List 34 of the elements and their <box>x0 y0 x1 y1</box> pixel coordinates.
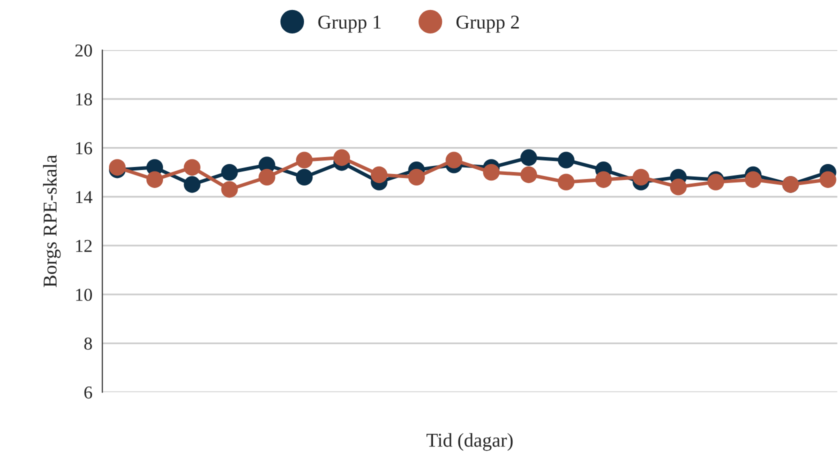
y-tick-label: 20 <box>75 44 92 57</box>
y-axis-title: Borgs RPE-skala <box>43 154 61 288</box>
point <box>558 174 574 190</box>
point <box>595 171 612 188</box>
point <box>446 152 462 168</box>
x-axis-title: Tid (dagar) <box>426 433 513 451</box>
y-tick-label: 6 <box>84 386 92 399</box>
point <box>221 164 238 181</box>
point <box>146 171 164 188</box>
point <box>520 166 538 184</box>
point <box>258 168 276 186</box>
point <box>408 168 425 186</box>
point <box>483 164 500 181</box>
point <box>670 178 687 196</box>
point <box>184 159 200 176</box>
y-tick-label: 16 <box>76 142 92 154</box>
y-tick-label: 8 <box>84 338 92 350</box>
point <box>333 149 350 166</box>
legend-label: Grupp 2 <box>456 16 519 33</box>
point <box>184 176 200 193</box>
point <box>520 149 538 166</box>
y-tick-label: 18 <box>76 93 92 106</box>
y-tick-label: 10 <box>76 288 92 301</box>
point <box>744 171 762 188</box>
point <box>296 152 313 168</box>
y-tick-label: 12 <box>76 240 92 252</box>
point <box>296 168 313 186</box>
point <box>558 152 574 168</box>
legend-label: Grupp 1 <box>318 16 381 33</box>
point <box>370 166 388 184</box>
y-tick-label: 14 <box>76 191 92 203</box>
point <box>221 181 238 198</box>
point <box>632 168 650 186</box>
point <box>820 171 836 188</box>
